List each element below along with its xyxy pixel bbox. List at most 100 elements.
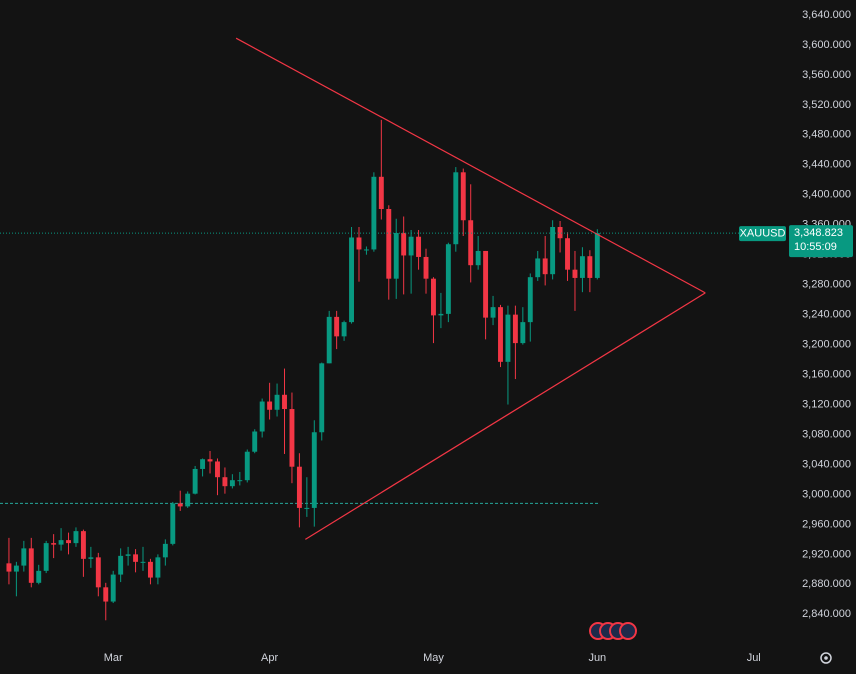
candle-body	[587, 256, 593, 278]
candle-body	[453, 172, 459, 245]
candle-body	[296, 466, 302, 508]
candle-body	[594, 233, 600, 278]
candle-body	[125, 554, 131, 556]
candle-body	[88, 557, 94, 559]
candle-body	[155, 557, 161, 578]
candle-body	[162, 543, 168, 558]
candle-body	[349, 237, 354, 323]
y-tick-label: 3,120.000	[802, 398, 851, 410]
candle-body	[185, 493, 191, 507]
x-tick-label: Jul	[747, 652, 761, 664]
candle-body	[147, 561, 153, 578]
y-tick-label: 3,000.000	[802, 488, 851, 500]
candle-body	[498, 307, 503, 362]
candle-body	[28, 548, 34, 583]
candle-body	[527, 277, 533, 323]
candle-body	[51, 543, 57, 545]
candle-body	[207, 459, 213, 462]
candle-body	[304, 507, 310, 509]
y-tick-label: 3,280.000	[802, 279, 851, 291]
candle-body	[13, 565, 19, 572]
candle-body	[572, 269, 578, 278]
candle-body	[512, 314, 518, 344]
event-icon[interactable]	[619, 622, 637, 640]
candle-body	[334, 316, 340, 337]
y-tick-label: 3,440.000	[802, 159, 851, 171]
candle-body	[103, 587, 109, 602]
candle-body	[177, 503, 183, 507]
candle-body	[535, 258, 541, 278]
candle-body	[192, 468, 198, 494]
candle-body	[267, 401, 273, 410]
candle-body	[438, 313, 444, 316]
y-tick-label: 3,520.000	[802, 99, 851, 111]
candle-body	[58, 540, 64, 545]
y-tick-label: 3,600.000	[802, 39, 851, 51]
trend-line	[235, 37, 706, 294]
candle-body	[222, 477, 228, 487]
candle-body	[289, 409, 295, 467]
candle-body	[259, 401, 265, 432]
candle-body	[311, 432, 317, 508]
y-tick-label: 3,560.000	[802, 69, 851, 81]
candle-body	[542, 258, 548, 275]
candle-body	[110, 574, 116, 602]
candle-body	[274, 394, 280, 410]
y-tick-label: 2,840.000	[802, 608, 851, 620]
settings-icon[interactable]	[820, 652, 832, 664]
candle-body	[6, 563, 12, 572]
candle-body	[215, 461, 220, 478]
candle-body	[475, 250, 481, 266]
candle-body	[244, 451, 250, 481]
candle-body	[579, 256, 585, 278]
candle-body	[252, 431, 258, 452]
candle-body	[468, 220, 474, 266]
candle-body	[73, 531, 79, 544]
price-tag	[789, 225, 853, 258]
candle-body	[565, 238, 570, 270]
candle-body	[170, 503, 176, 544]
candle-body	[66, 540, 71, 544]
y-tick-label: 3,200.000	[802, 339, 851, 351]
candle-body	[386, 209, 392, 279]
candle-body	[341, 322, 347, 337]
x-tick-label: Apr	[261, 652, 278, 664]
y-tick-label: 3,400.000	[802, 189, 851, 201]
y-tick-label: 2,920.000	[802, 548, 851, 560]
candle-body	[133, 554, 139, 562]
candle-body	[356, 237, 362, 250]
candle-body	[483, 250, 489, 318]
y-tick-label: 3,040.000	[802, 458, 851, 470]
trend-line	[305, 292, 706, 540]
candle-body	[445, 244, 451, 314]
candle-body	[80, 531, 86, 559]
y-tick-label: 3,080.000	[802, 428, 851, 440]
candle-body	[423, 256, 429, 279]
y-tick-label: 3,640.000	[802, 9, 851, 21]
candle-body	[505, 314, 511, 362]
countdown-label: 10:55:09	[794, 241, 837, 253]
candle-body	[363, 249, 369, 251]
symbol-label: XAUUSD	[740, 228, 786, 240]
candle-body	[401, 232, 407, 256]
candle-body	[319, 363, 325, 433]
candle-body	[416, 236, 422, 257]
price-label: 3,348.823	[794, 227, 843, 239]
y-tick-label: 2,960.000	[802, 518, 851, 530]
candle-body	[326, 316, 332, 364]
y-tick-label: 3,160.000	[802, 368, 851, 380]
candle-body	[408, 236, 414, 256]
candle-body	[140, 561, 146, 563]
settings-button[interactable]	[820, 652, 832, 664]
candle-body	[378, 176, 384, 210]
settings-icon-center[interactable]	[824, 656, 828, 660]
candle-body	[118, 555, 124, 575]
candle-body	[95, 557, 101, 588]
candle-body	[237, 480, 243, 482]
x-tick-label: May	[423, 652, 444, 664]
candles	[6, 119, 600, 621]
candle-body	[460, 172, 466, 221]
